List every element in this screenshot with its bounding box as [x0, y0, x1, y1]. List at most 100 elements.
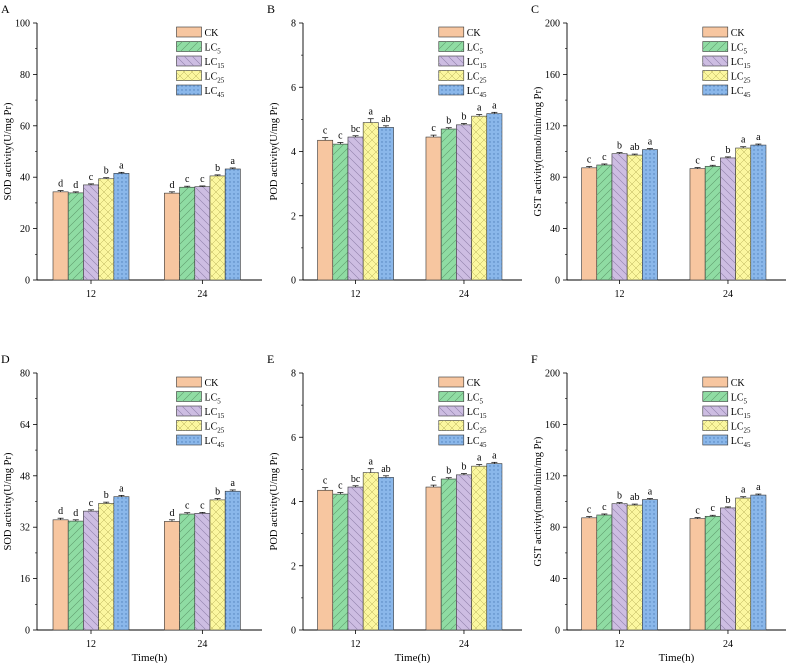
significance-letter: d	[58, 179, 63, 190]
significance-letter: c	[338, 481, 343, 492]
panel-label: F	[531, 352, 538, 366]
panel-label: A	[1, 2, 10, 16]
legend-swatch-pattern	[438, 56, 464, 66]
significance-letter: ab	[381, 464, 390, 475]
bar-ck	[425, 486, 442, 631]
bar-pattern-lc25	[471, 466, 487, 630]
significance-letter: b	[461, 112, 466, 123]
chart-panel-d: D 0 16 32 48 64 80 SOD activity(U/mg Pr) 12 24 Tim…	[1, 352, 262, 663]
y-axis-title: GST activity(nmol/min/mg Pr)	[533, 436, 544, 566]
bar-pattern-lc5	[179, 187, 195, 280]
bar-pattern-lc5	[441, 129, 457, 280]
x-tick-label: 24	[459, 289, 469, 300]
significance-letter: c	[338, 131, 343, 142]
significance-letter: d	[58, 506, 63, 517]
y-tick-label: 40	[20, 173, 30, 184]
significance-letter: c	[200, 174, 205, 185]
legend-label-lc15: LC15	[731, 57, 751, 70]
legend-label-lc5: LC5	[205, 43, 222, 56]
y-tick-label: 32	[20, 523, 30, 534]
legend-label-lc5: LC5	[467, 43, 484, 56]
x-tick-label: 12	[615, 639, 625, 650]
legend-label-lc5: LC5	[731, 393, 748, 406]
legend-label-lc15: LC15	[205, 407, 225, 420]
bar-pattern-lc45	[378, 477, 394, 630]
y-tick-label: 64	[20, 420, 30, 431]
significance-letter: c	[711, 503, 716, 514]
legend-swatch-ck	[438, 26, 465, 38]
y-tick-label: 200	[545, 369, 560, 380]
y-tick-label: 40	[550, 574, 560, 585]
significance-letter: d	[169, 508, 174, 519]
significance-letter: c	[89, 172, 94, 183]
x-tick-label: 12	[86, 639, 96, 650]
significance-letter: a	[231, 156, 236, 167]
bar-pattern-lc15	[611, 153, 628, 280]
significance-letter: c	[695, 156, 700, 167]
y-axis-title: GST activity(nmol/min/mg Pr)	[533, 86, 544, 216]
legend-swatch-pattern	[702, 420, 728, 431]
legend-label-lc15: LC15	[467, 407, 487, 420]
legend-swatch-pattern	[438, 391, 464, 402]
bar-pattern-lc15	[347, 137, 364, 280]
significance-letter: c	[431, 123, 436, 134]
legend-swatch-ck	[176, 26, 202, 38]
legend-label-lc45: LC45	[731, 86, 751, 99]
significance-letter: bc	[351, 474, 361, 485]
significance-letter: c	[602, 152, 607, 163]
x-axis-title: Time(h)	[132, 652, 168, 663]
legend-label-ck: CK	[205, 378, 220, 389]
legend-swatch-ck	[702, 376, 729, 388]
bar-pattern-lc15	[83, 184, 99, 280]
legend-swatch-pattern	[438, 85, 464, 95]
y-tick-label: 8	[291, 19, 296, 30]
legend-swatch-pattern	[438, 420, 464, 431]
significance-letter: c	[200, 500, 205, 511]
bar-pattern-lc15	[456, 474, 472, 630]
legend-swatch-pattern	[176, 41, 202, 52]
significance-letter: b	[617, 491, 622, 502]
significance-letter: c	[711, 153, 716, 164]
significance-letter: c	[323, 126, 328, 137]
x-tick-label: 12	[615, 289, 625, 300]
significance-letter: b	[725, 495, 730, 506]
bar-pattern-lc5	[68, 192, 84, 280]
x-tick-label: 24	[723, 639, 733, 650]
bar-pattern-lc25	[735, 498, 751, 630]
legend-swatch-pattern	[702, 41, 728, 52]
significance-letter: a	[369, 107, 374, 118]
y-tick-label: 80	[20, 70, 30, 81]
legend-label-lc45: LC45	[205, 86, 225, 99]
significance-letter: ab	[381, 114, 390, 125]
y-tick-label: 0	[25, 626, 30, 637]
bar-pattern-lc25	[627, 155, 643, 280]
significance-letter: c	[587, 505, 592, 516]
legend-label-ck: CK	[731, 28, 746, 39]
significance-letter: a	[756, 132, 761, 143]
legend-label-lc25: LC25	[205, 422, 225, 435]
bar-pattern-lc5	[705, 516, 721, 630]
legend-swatch-pattern	[702, 70, 728, 81]
legend-label-lc45: LC45	[205, 436, 225, 449]
bar-ck	[164, 521, 180, 631]
bar-ck	[317, 489, 334, 631]
legend-label-lc25: LC25	[467, 422, 487, 435]
y-tick-label: 160	[545, 420, 560, 431]
chart-panel-f: F 0 40 80 120 160 200 GST activity(nmol/min/mg …	[531, 352, 786, 663]
bar-pattern-lc15	[720, 507, 736, 630]
bar-pattern-lc5	[68, 521, 84, 630]
bar-pattern-lc25	[209, 499, 226, 630]
x-tick-label: 24	[723, 289, 733, 300]
bar-ck	[689, 168, 706, 281]
legend-label-ck: CK	[205, 28, 220, 39]
bar-pattern-lc25	[735, 148, 751, 280]
bar-ck	[581, 167, 598, 281]
y-axis-title: POD activity(U/mg Pr)	[269, 452, 280, 550]
significance-letter: b	[617, 141, 622, 152]
y-tick-label: 80	[550, 173, 560, 184]
bar-pattern-lc5	[705, 166, 721, 280]
bar-ck	[317, 139, 334, 281]
